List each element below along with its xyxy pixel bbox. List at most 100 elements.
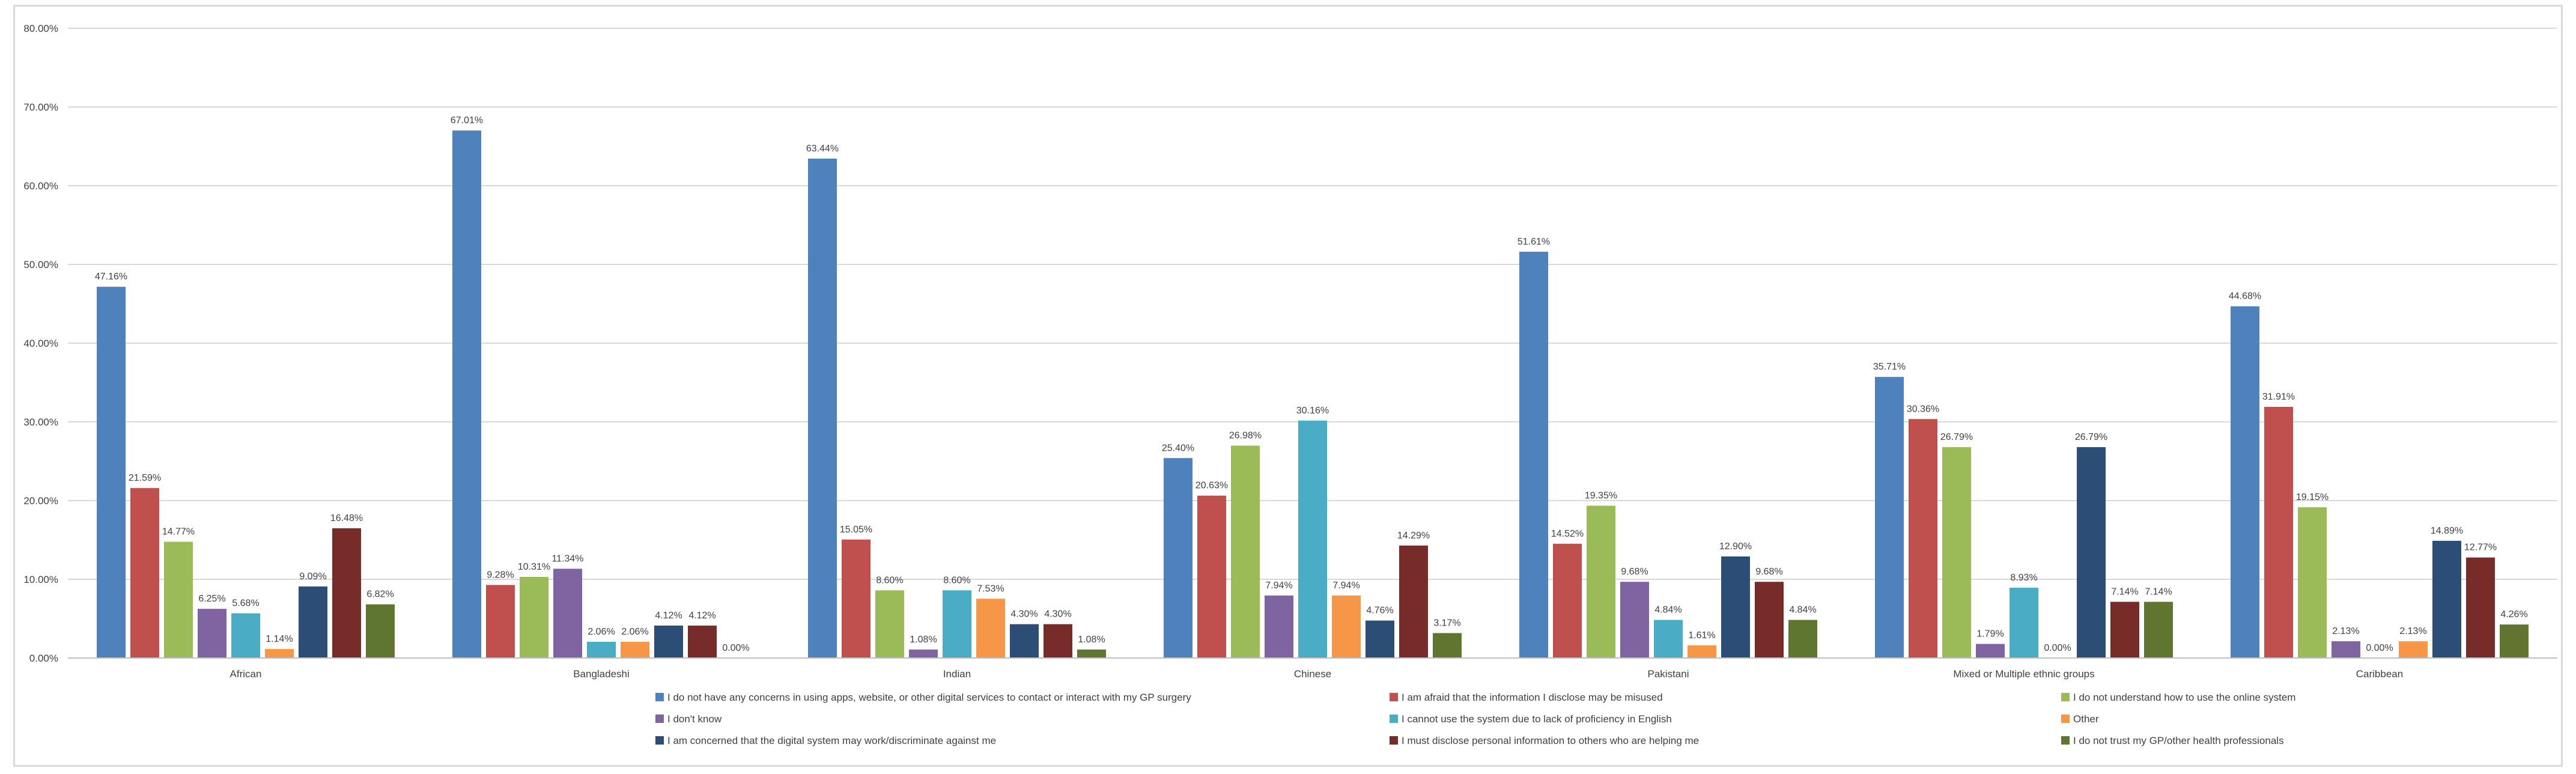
bar (2077, 447, 2106, 658)
y-tick-label: 80.00% (23, 23, 58, 34)
data-label: 4.12% (655, 611, 682, 621)
data-label: 26.79% (1940, 432, 1973, 442)
bar (2331, 641, 2360, 658)
bar (486, 585, 515, 658)
legend-item: Other (2061, 713, 2099, 725)
data-label: 7.94% (1265, 580, 1292, 591)
bar (520, 576, 548, 658)
legend-swatch (1390, 715, 1398, 723)
bar (299, 586, 327, 658)
bars (97, 130, 2529, 659)
bar (842, 539, 870, 658)
legend-label: I do not trust my GP/other health profes… (2073, 735, 2284, 746)
data-label: 20.63% (1195, 481, 1228, 491)
axes: 0.00% 10.00% 20.00% 30.00% 40.00% 50.00% 60.00… (23, 23, 2557, 680)
bar (621, 642, 649, 658)
data-label: 19.35% (1585, 491, 1617, 501)
legend-swatch (2061, 715, 2070, 723)
bar (688, 626, 717, 658)
data-label: 11.34% (551, 553, 583, 564)
y-tick-label: 10.00% (23, 574, 58, 585)
data-label: 14.52% (1551, 529, 1584, 539)
data-label: 6.25% (198, 594, 225, 604)
bar (808, 158, 837, 658)
data-label: 51.61% (1517, 237, 1550, 247)
data-label: 63.44% (806, 144, 839, 154)
bar (452, 130, 481, 658)
legend-swatch (1390, 693, 1398, 701)
data-label: 14.29% (1397, 531, 1430, 541)
x-tick-label: Caribbean (2356, 668, 2403, 680)
bar (1365, 620, 1394, 658)
data-label: 8.93% (2010, 573, 2037, 583)
bar (1298, 420, 1327, 658)
bar (1553, 543, 1582, 658)
legend-swatch (655, 715, 664, 723)
bar (1399, 545, 1428, 658)
bar (97, 287, 126, 659)
legend-swatch (2061, 736, 2070, 745)
legend-label: I am afraid that the information I discl… (1402, 692, 1663, 703)
data-label: 25.40% (1162, 443, 1194, 453)
legend-item: I don't know (655, 713, 722, 725)
y-tick-label: 20.00% (23, 495, 58, 507)
bar (2500, 624, 2529, 658)
bar (2298, 507, 2327, 658)
bar (1721, 556, 1750, 658)
data-label: 1.08% (1078, 635, 1105, 645)
data-label: 0.00% (2044, 643, 2071, 653)
data-label: 44.68% (2229, 291, 2261, 302)
bar (231, 613, 260, 658)
bar (332, 528, 361, 658)
data-label: 4.84% (1654, 605, 1681, 615)
legend-swatch (1390, 736, 1398, 745)
bar (1519, 251, 1548, 658)
bar (164, 541, 193, 658)
bar (1043, 624, 1072, 658)
x-tick-label: Chinese (1294, 668, 1331, 680)
data-label: 35.71% (1873, 362, 1906, 372)
data-label: 19.15% (2296, 492, 2328, 502)
x-tick-label: African (230, 668, 262, 680)
data-label: 7.53% (977, 584, 1004, 594)
data-label: 2.13% (2332, 626, 2359, 636)
data-label: 14.77% (162, 527, 195, 537)
bar (1755, 582, 1784, 658)
bar (654, 626, 683, 658)
y-tick-label: 70.00% (23, 102, 58, 113)
bar (976, 599, 1005, 658)
bar (1942, 447, 1971, 658)
bar (1077, 649, 1106, 658)
bar (2432, 540, 2461, 658)
data-label: 12.77% (2464, 543, 2497, 553)
legend-item: I am afraid that the information I discl… (1390, 692, 1663, 703)
legend-item: I do not understand how to use the onlin… (2061, 692, 2295, 703)
data-label: 8.60% (943, 575, 970, 585)
bar (1433, 633, 1462, 658)
legend-label: Other (2073, 713, 2099, 725)
legend-item: I cannot use the system due to lack of p… (1390, 713, 1672, 725)
x-tick-label: Pakistani (1648, 668, 1689, 680)
data-label: 8.60% (876, 575, 903, 585)
data-label: 7.14% (2145, 587, 2172, 597)
bar (1875, 377, 1904, 658)
bar (1976, 644, 2005, 658)
x-tick-label: Bangladeshi (573, 668, 630, 680)
legend-swatch (655, 693, 664, 701)
data-label: 30.16% (1296, 406, 1329, 416)
bar (1164, 458, 1192, 658)
bar (875, 590, 904, 658)
data-label: 4.76% (1366, 606, 1393, 616)
bar (265, 649, 294, 658)
bar (1620, 582, 1649, 658)
data-label: 9.09% (299, 571, 326, 582)
x-tick-label: Mixed or Multiple ethnic groups (1953, 668, 2094, 680)
data-label: 9.68% (1621, 567, 1648, 577)
legend-label: I cannot use the system due to lack of p… (1402, 713, 1672, 725)
bar (1265, 595, 1293, 658)
legend-label: I do not understand how to use the onlin… (2073, 692, 2295, 703)
data-label: 30.36% (1907, 404, 1939, 414)
bar (130, 488, 159, 658)
x-tick-label: Indian (943, 668, 971, 680)
data-label: 4.12% (688, 611, 715, 621)
